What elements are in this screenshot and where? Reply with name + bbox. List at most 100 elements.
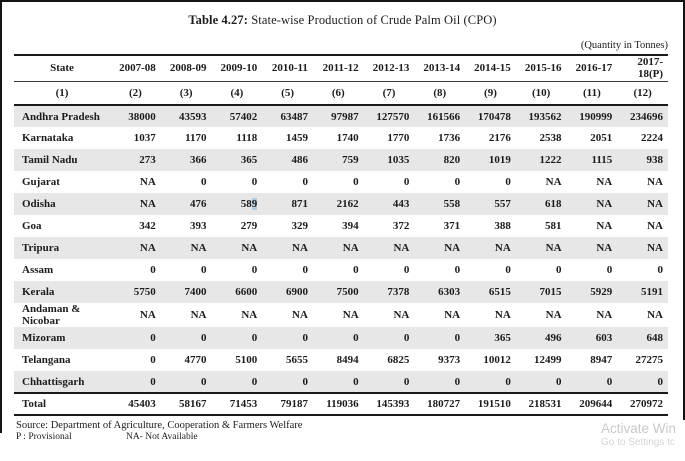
column-number: (6) xyxy=(312,81,364,106)
value-cell: 557 xyxy=(494,198,511,210)
value-cell: 1118 xyxy=(236,132,258,144)
value-cell: 1736 xyxy=(438,132,461,144)
table-footer: Total 45403 58167 71453 79187 119036 145… xyxy=(14,392,668,416)
value-cell: 2051 xyxy=(590,132,613,144)
year-header: 2014-15 xyxy=(465,54,516,82)
table-header: State 2007-08 2008-09 2009-10 2010-11 20… xyxy=(14,54,668,106)
column-number: (9) xyxy=(465,81,516,106)
value-cell: 365 xyxy=(494,332,511,344)
value-cell: NA xyxy=(139,198,156,210)
value-cell: 0 xyxy=(505,375,511,388)
table-row: Goa 342 393 279 329 394 372 371 388 581 NA NA xyxy=(14,215,668,237)
value-cell: 0 xyxy=(302,332,308,344)
table-title: Table 4.27: State-wise Production of Cru… xyxy=(0,13,685,28)
value-cell: 0 xyxy=(403,375,410,388)
column-number: (3) xyxy=(160,81,212,106)
value-cell: NA xyxy=(494,309,511,321)
value-cell: 0 xyxy=(251,375,258,388)
total-value: 191510 xyxy=(465,392,516,416)
value-cell: 97987 xyxy=(331,110,359,123)
year-header: 2007-08 xyxy=(110,54,161,82)
value-cell: 43593 xyxy=(179,110,207,123)
value-cell: 342 xyxy=(139,220,156,232)
year-header: 2008-09 xyxy=(160,54,212,82)
column-number: (2) xyxy=(110,81,161,106)
header-row-years: State 2007-08 2008-09 2009-10 2010-11 20… xyxy=(14,54,668,82)
table-row: Mizoram 0 0 0 0 0 0 0 365 496 603 648 xyxy=(14,327,668,349)
value-cell: 6515 xyxy=(488,286,511,298)
value-cell: 938 xyxy=(646,154,664,166)
value-cell: 0 xyxy=(403,264,410,276)
value-cell: 0 xyxy=(353,176,359,188)
value-cell: NA xyxy=(647,198,663,210)
value-cell: 1037 xyxy=(133,132,156,144)
value-cell: 0 xyxy=(251,332,258,344)
value-cell: 0 xyxy=(150,332,156,344)
table-row: Tamil Nadu 273 366 365 486 759 1035 820 1019 1222… xyxy=(14,149,668,171)
value-cell: 10012 xyxy=(483,354,511,366)
value-cell: 63487 xyxy=(280,110,308,123)
value-cell: NA xyxy=(596,220,613,232)
value-cell: 0 xyxy=(556,375,562,388)
value-cell: 476 xyxy=(190,198,207,210)
value-cell: 5655 xyxy=(285,354,308,366)
table-body: Andhra Pradesh 38000 43593 57402 63487 97987 1… xyxy=(14,105,668,393)
value-cell: NA xyxy=(596,309,613,321)
value-cell: 5100 xyxy=(235,354,258,366)
value-cell: 6600 xyxy=(235,286,258,298)
value-cell: 365 xyxy=(240,154,258,166)
value-cell: NA xyxy=(596,198,613,210)
value-cell: 486 xyxy=(291,154,308,166)
value-cell: NA xyxy=(342,309,359,321)
value-cell: NA xyxy=(292,309,308,321)
value-cell: 618 xyxy=(545,198,562,210)
value-cell: 0 xyxy=(201,375,207,388)
value-cell: 0 xyxy=(454,375,461,388)
source-note: Source: Department of Agriculture, Coope… xyxy=(16,420,303,431)
value-cell: 603 xyxy=(595,332,613,344)
value-cell: 279 xyxy=(240,220,258,232)
value-cell: 558 xyxy=(443,198,461,210)
state-name-cell: Tamil Nadu xyxy=(22,154,78,166)
value-cell: 372 xyxy=(392,220,410,232)
state-name-cell: Andaman & Nicobar xyxy=(22,303,81,327)
not-available-note: NA- Not Available xyxy=(125,432,198,442)
state-name-cell: Mizoram xyxy=(22,332,66,344)
value-cell: 0 xyxy=(201,176,207,188)
total-row: Total 45403 58167 71453 79187 119036 145… xyxy=(14,392,668,416)
value-cell: NA xyxy=(241,309,258,321)
year-header: 2009-10 xyxy=(211,54,263,82)
table-row: Andaman & Nicobar NA NA NA NA NA NA NA NA NA NA NA xyxy=(14,303,668,327)
value-cell: 0 xyxy=(201,332,207,344)
value-cell: 366 xyxy=(190,154,207,166)
value-cell: 1115 xyxy=(591,154,613,166)
value-cell: 648 xyxy=(646,332,664,344)
value-cell: 6303 xyxy=(438,286,461,298)
value-cell: 5750 xyxy=(133,286,156,298)
value-cell: 12499 xyxy=(534,354,562,366)
year-header: 2012-13 xyxy=(363,54,415,82)
value-cell: NA xyxy=(292,242,308,254)
column-number: (12) xyxy=(617,81,668,106)
value-cell: 57402 xyxy=(229,110,258,123)
value-cell: 27275 xyxy=(635,354,664,366)
value-cell: NA xyxy=(393,309,410,321)
state-name-cell: Goa xyxy=(22,220,42,232)
table-row: Kerala 5750 7400 6600 6900 7500 7378 6303 6515 70… xyxy=(14,281,668,303)
value-cell: 871 xyxy=(291,198,308,210)
table-row: Assam 0 0 0 0 0 0 0 0 0 0 0 xyxy=(14,259,668,281)
value-cell: 0 xyxy=(353,264,359,276)
state-column-header: State xyxy=(14,54,111,82)
value-cell: 443 xyxy=(392,198,410,210)
value-cell: 0 xyxy=(403,332,410,344)
value-cell: 1035 xyxy=(387,154,410,166)
value-cell: 0 xyxy=(657,375,664,388)
value-cell: 0 xyxy=(302,264,308,276)
value-cell: NA xyxy=(647,220,663,232)
year-header: 2010-11 xyxy=(262,54,313,82)
table-row: Andhra Pradesh 38000 43593 57402 63487 97987 1… xyxy=(14,105,668,127)
year-header: 2015-16 xyxy=(515,54,567,82)
column-number: (11) xyxy=(566,81,618,106)
table-title-number: Table 4.27: xyxy=(188,13,248,27)
